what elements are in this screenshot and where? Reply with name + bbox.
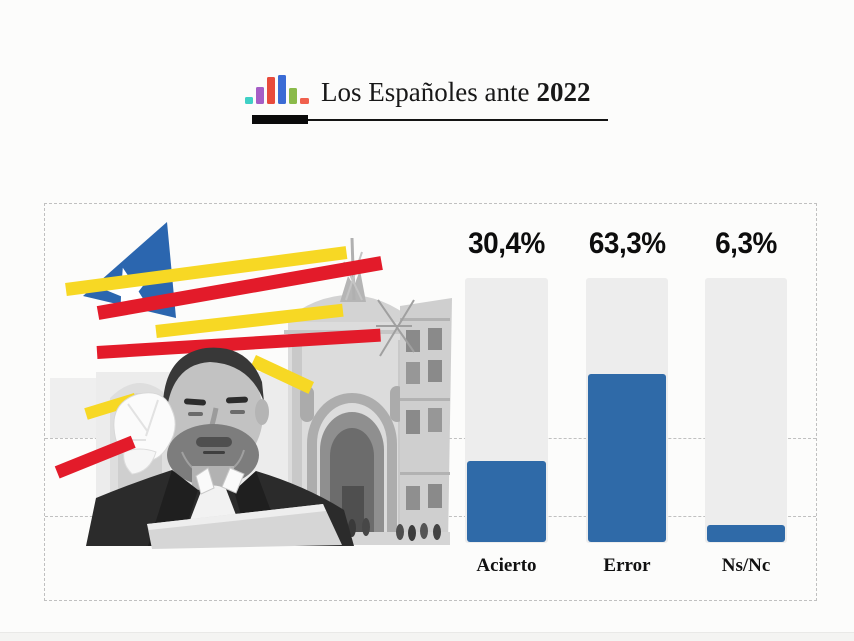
bar-category-label: Acierto — [476, 555, 537, 576]
bar-column-acierto: 30,4% Acierto — [465, 226, 548, 577]
bar-value-label: 63,3% — [588, 227, 666, 260]
paper-sheet — [147, 504, 342, 549]
bar-fill — [467, 461, 546, 542]
bar-category-label: Ns/Nc — [721, 555, 771, 576]
logo-bar — [300, 98, 309, 104]
bar-value-label: 6,3% — [715, 227, 777, 260]
logo-chart-icon — [245, 72, 309, 104]
page-title-year: 2022 — [536, 77, 591, 107]
bar-fill — [588, 374, 666, 542]
yellow-stripe — [155, 303, 344, 338]
red-stripe — [96, 328, 381, 359]
bar-category-label: Error — [603, 555, 651, 576]
yellow-stripe — [250, 354, 315, 394]
logo-bar — [278, 75, 286, 104]
title-underline-accent — [252, 115, 308, 124]
page-title: Los Españoles ante 2022 — [321, 74, 590, 110]
red-stripe — [96, 256, 383, 320]
title-underline — [252, 119, 608, 121]
bar-track — [705, 278, 787, 543]
yellow-stripe — [84, 393, 138, 420]
bar-fill — [707, 525, 785, 542]
bar-value-label: 30,4% — [468, 227, 545, 260]
bar-track — [465, 278, 548, 543]
bar-column-nsnc: 6,3% Ns/Nc — [705, 226, 787, 577]
page-bottom-strip — [0, 632, 854, 641]
yellow-stripe — [65, 246, 348, 296]
bar-track — [586, 278, 668, 543]
logo-bar — [289, 88, 297, 104]
logo-bar — [267, 77, 275, 104]
logo-bar — [256, 87, 264, 104]
photo-collage — [50, 222, 452, 549]
bar-column-error: 63,3% Error — [586, 226, 668, 577]
red-stripe — [54, 435, 136, 479]
page-title-regular: Los Españoles ante — [321, 77, 530, 107]
logo-bar — [245, 97, 253, 104]
